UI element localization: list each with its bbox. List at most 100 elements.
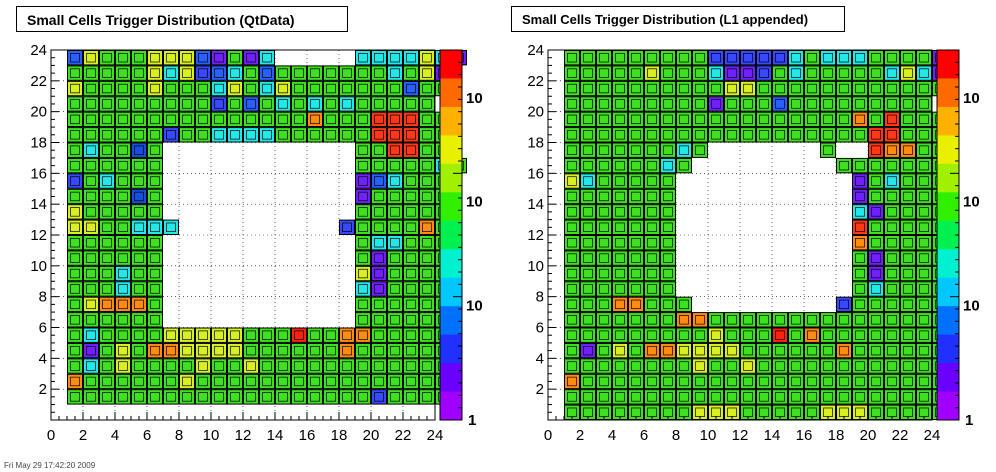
color-bar-label: 10 — [963, 90, 980, 107]
heatmap-cell-marker — [887, 330, 897, 340]
heatmap-cell — [419, 111, 435, 128]
heatmap-cell-marker — [118, 345, 128, 356]
heatmap-cell-marker — [775, 68, 785, 78]
heatmap-cell-marker — [903, 130, 913, 140]
heatmap-cell — [884, 50, 900, 66]
heatmap-cell — [804, 127, 820, 143]
heatmap-cell — [644, 235, 660, 251]
heatmap-cell-marker — [871, 176, 881, 186]
heatmap-cell — [355, 157, 371, 174]
heatmap-cell — [147, 389, 163, 405]
heatmap-cell-marker — [358, 361, 368, 371]
heatmap-cell — [900, 173, 916, 189]
heatmap-cell-marker — [903, 315, 913, 325]
heatmap-cell-marker — [214, 130, 224, 140]
heatmap-cell-marker — [631, 238, 641, 248]
heatmap-cell-marker — [599, 207, 609, 217]
heatmap-cell-marker — [727, 83, 737, 94]
heatmap-cell — [676, 127, 692, 143]
heatmap-cell — [211, 327, 227, 343]
y-tick-label: 16 — [527, 165, 544, 182]
heatmap-cell — [243, 96, 259, 112]
heatmap-cell-marker — [567, 253, 577, 263]
heatmap-cell-marker — [631, 299, 641, 310]
heatmap-cell — [115, 327, 131, 343]
heatmap-cell-marker — [615, 238, 625, 248]
heatmap-cell-marker — [647, 284, 657, 294]
heatmap-cell-marker — [663, 83, 673, 94]
heatmap-cell-marker — [599, 145, 609, 155]
heatmap-cell-marker — [310, 330, 320, 340]
heatmap-cell-marker — [326, 68, 336, 78]
heatmap-cell — [291, 342, 307, 359]
x-tick-label: 0 — [47, 427, 55, 444]
heatmap-cell-marker — [695, 145, 705, 155]
heatmap-cell-marker — [871, 361, 881, 371]
heatmap-cell — [820, 65, 836, 81]
heatmap-cell-marker — [823, 392, 833, 402]
heatmap-cell-marker — [182, 392, 192, 402]
heatmap-cell — [115, 173, 131, 189]
heatmap-cell — [339, 358, 355, 374]
heatmap-cell-marker — [887, 53, 897, 63]
heatmap-cell-marker — [166, 99, 176, 109]
heatmap-cell-marker — [647, 330, 657, 340]
color-bar-segment — [937, 249, 959, 279]
heatmap-cell — [756, 65, 772, 81]
heatmap-cell-marker — [583, 361, 593, 371]
heatmap-cell — [387, 296, 403, 313]
heatmap-cell-marker — [887, 315, 897, 325]
heatmap-cell-marker — [647, 361, 657, 371]
heatmap-cell-marker — [631, 315, 641, 325]
heatmap-cell-marker — [214, 392, 224, 402]
heatmap-cell — [323, 358, 339, 374]
heatmap-cell-marker — [759, 392, 769, 402]
heatmap-cell — [596, 173, 612, 189]
heatmap-cell — [387, 142, 403, 158]
heatmap-cell — [660, 312, 676, 328]
heatmap-cell — [564, 312, 580, 328]
heatmap-cell-marker — [615, 191, 625, 202]
heatmap-cell-marker — [599, 160, 609, 171]
heatmap-cell — [275, 96, 291, 112]
heatmap-cell — [868, 296, 884, 313]
heatmap-cell — [580, 373, 596, 390]
heatmap-cell — [612, 358, 628, 374]
heatmap-cell — [900, 389, 916, 405]
heatmap-cell — [179, 50, 195, 66]
heatmap-cell — [419, 127, 435, 143]
heatmap-cell — [147, 250, 163, 266]
heatmap-cell — [884, 188, 900, 205]
heatmap-cell-marker — [791, 392, 801, 402]
heatmap-cell-marker — [871, 68, 881, 78]
heatmap-cell — [644, 173, 660, 189]
heatmap-cell — [131, 281, 147, 297]
heatmap-cell — [403, 265, 419, 282]
heatmap-cell-marker — [663, 99, 673, 109]
heatmap-cell-marker — [166, 376, 176, 387]
heatmap-cell — [644, 157, 660, 174]
heatmap-cell — [708, 312, 724, 328]
heatmap-cell-marker — [390, 176, 400, 186]
heatmap-cell-marker — [102, 284, 112, 294]
heatmap-cell-marker — [919, 315, 929, 325]
heatmap-cell-marker — [102, 222, 112, 232]
heatmap-cell-marker — [615, 130, 625, 140]
heatmap-cell-marker — [567, 160, 577, 171]
heatmap-cell-marker — [663, 160, 673, 171]
heatmap-cell — [419, 173, 435, 189]
heatmap-cell — [868, 250, 884, 266]
heatmap-cell — [596, 111, 612, 128]
heatmap-cell-marker — [743, 345, 753, 356]
heatmap-cell — [708, 342, 724, 359]
heatmap-cell-marker — [903, 191, 913, 202]
heatmap-cell-marker — [246, 376, 256, 387]
heatmap-cell-marker — [70, 191, 80, 202]
heatmap-cell — [323, 96, 339, 112]
heatmap-cell-marker — [807, 53, 817, 63]
heatmap-cell — [724, 327, 740, 343]
heatmap-cell — [131, 327, 147, 343]
heatmap-cell-marker — [903, 268, 913, 279]
